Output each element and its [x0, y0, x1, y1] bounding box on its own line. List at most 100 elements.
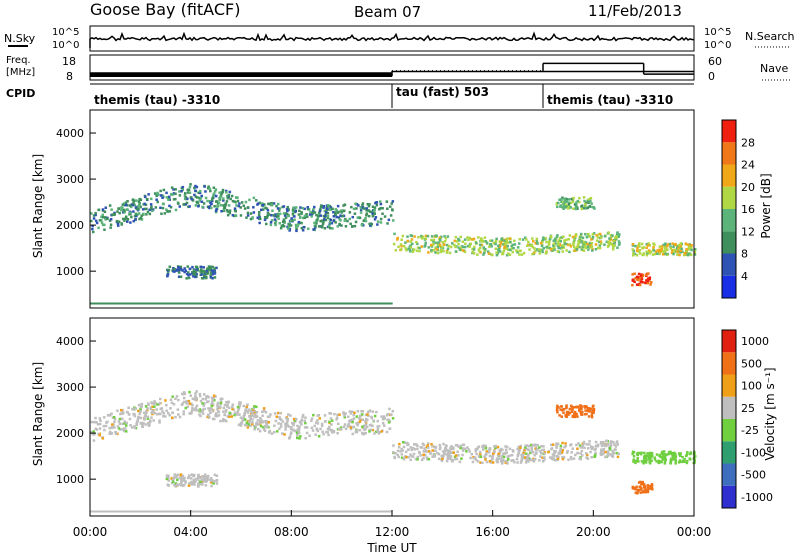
velocity-echo-cell [640, 460, 644, 463]
velocity-echo-cell [128, 417, 132, 421]
velocity-echo-cell [634, 459, 638, 463]
power-echo-cell [195, 268, 198, 271]
power-echo-cell [200, 271, 204, 274]
power-echo-cell [121, 206, 124, 209]
power-echo-cell [138, 197, 141, 201]
power-echo-cell [370, 222, 373, 226]
power-echo-cell [323, 227, 327, 230]
velocity-echo-cell [495, 457, 499, 460]
velocity-echo-cell [481, 445, 484, 448]
velocity-echo-cell [211, 400, 214, 404]
power-echo-cell [668, 242, 672, 246]
velocity-echo-cell [192, 397, 196, 401]
velocity-echo-cell [273, 510, 276, 513]
power-echo-cell [472, 252, 476, 255]
velocity-echo-cell [505, 451, 508, 454]
velocity-echo-cell [362, 432, 366, 436]
power-echo-cell [258, 215, 261, 219]
velocity-echo-cell [456, 444, 459, 447]
velocity-echo-cell [538, 449, 542, 453]
velocity-echo-cell [219, 401, 223, 405]
power-echo-cell [513, 243, 517, 246]
velocity-echo-cell [399, 450, 402, 453]
velocity-echo-cell [117, 510, 120, 513]
velocity-echo-cell [648, 487, 651, 490]
power-echo-cell [225, 302, 228, 305]
power-echo-cell [230, 302, 233, 305]
power-echo-cell [179, 265, 183, 269]
velocity-echo-cell [291, 510, 294, 513]
power-echo-cell [563, 200, 566, 203]
velocity-echo-cell [449, 447, 453, 450]
velocity-echo-cell [303, 510, 306, 513]
power-echo-cell [367, 209, 370, 212]
power-echo-cell [251, 302, 254, 305]
power-echo-cell [151, 302, 154, 305]
velocity-echo-cell [112, 423, 115, 426]
velocity-echo-cell [198, 408, 202, 411]
velocity-echo-cell [132, 413, 135, 416]
power-echo-cell [278, 212, 282, 216]
velocity-echo-cell [357, 421, 360, 425]
power-echo-cell [566, 243, 570, 247]
freq-tick-bottom: 8 [66, 70, 73, 83]
velocity-echo-cell [400, 447, 403, 451]
velocity-echo-cell [236, 405, 240, 409]
velocity-echo-cell [662, 453, 665, 457]
power-echo-cell [270, 202, 273, 205]
power-echo-cell [112, 302, 115, 305]
power-echo-cell [309, 210, 312, 214]
power-echo-cell [105, 302, 108, 305]
velocity-echo-cell [371, 424, 374, 428]
power-echo-cell [479, 243, 482, 247]
power-echo-cell [504, 238, 508, 241]
power-echo-cell [218, 197, 222, 200]
velocity-echo-cell [194, 394, 197, 398]
velocity-echo-cell [164, 399, 167, 402]
velocity-echo-cell [221, 397, 224, 401]
power-echo-cell [186, 197, 189, 200]
power-echo-cell [541, 238, 545, 241]
power-echo-cell [327, 302, 330, 305]
velocity-echo-cell [223, 510, 226, 513]
velocity-echo-cell [566, 449, 569, 453]
power-echo-cell [101, 302, 104, 305]
power-echo-cell [101, 213, 104, 217]
power-echo-cell [214, 302, 217, 305]
power-echo-cell [674, 242, 677, 246]
velocity-echo-cell [413, 448, 417, 451]
power-echo-cell [363, 302, 366, 305]
power-echo-cell [506, 237, 509, 240]
power-echo-cell [411, 250, 415, 253]
power-echo-cell [671, 249, 674, 252]
velocity-echo-cell [570, 457, 573, 461]
power-echo-cell [138, 203, 141, 207]
velocity-echo-cell [347, 422, 351, 426]
velocity-echo-cell [517, 451, 520, 454]
velocity-echo-cell [269, 413, 272, 416]
velocity-echo-cell [527, 459, 530, 462]
velocity-echo-cell [134, 510, 136, 513]
power-echo-cell [658, 252, 662, 256]
power-echo-cell [524, 236, 527, 239]
velocity-echo-cell [317, 510, 320, 513]
velocity-echo-cell [291, 422, 294, 425]
velocity-echo-cell [445, 459, 449, 463]
power-echo-cell [641, 253, 644, 257]
power-panel-frame [89, 109, 695, 309]
velocity-echo-cell [674, 455, 678, 458]
power-echo-cell [636, 278, 639, 281]
velocity-colorbar-cell [722, 485, 736, 508]
velocity-echo-cell [186, 401, 189, 404]
velocity-echo-cell [579, 413, 583, 416]
velocity-echo-cell [576, 451, 579, 455]
power-echo-cell [128, 204, 132, 207]
power-echo-cell [379, 217, 383, 221]
power-echo-cell [101, 208, 105, 211]
velocity-echo-cell [327, 510, 330, 513]
velocity-echo-cell [495, 459, 498, 462]
velocity-echo-cell [518, 448, 521, 452]
velocity-echo-cell [452, 451, 455, 454]
velocity-echo-cell [524, 456, 527, 459]
power-echo-cell [132, 201, 135, 205]
